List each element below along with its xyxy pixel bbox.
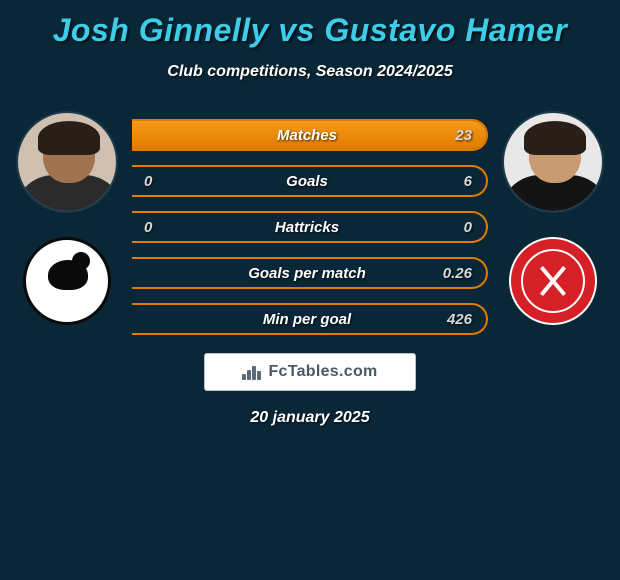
stat-label: Goals per match (196, 265, 418, 282)
player-left-club-badge (23, 237, 111, 325)
player-left-avatar (16, 111, 118, 213)
page-title: Josh Ginnelly vs Gustavo Hamer (0, 0, 620, 49)
player-right-avatar (502, 111, 604, 213)
stat-row: Matches23 (132, 119, 488, 151)
stat-label: Matches (196, 127, 418, 144)
stat-value-right: 426 (418, 311, 486, 328)
date-text: 20 january 2025 (0, 409, 620, 427)
stat-label: Hattricks (196, 219, 418, 236)
right-player-column (494, 111, 612, 325)
stat-value-right: 0.26 (418, 265, 486, 282)
stat-label: Min per goal (196, 311, 418, 328)
watermark-text: FcTables.com (268, 363, 377, 381)
stat-value-left: 0 (132, 173, 196, 190)
stat-row: Goals per match0.26 (132, 257, 488, 289)
left-player-column (8, 111, 126, 325)
stat-value-right: 6 (418, 173, 486, 190)
comparison-panel: Matches230Goals60Hattricks0Goals per mat… (0, 111, 620, 335)
stat-value-right: 0 (418, 219, 486, 236)
stat-row: Min per goal426 (132, 303, 488, 335)
stat-label: Goals (196, 173, 418, 190)
stat-row: 0Goals6 (132, 165, 488, 197)
watermark-badge: FcTables.com (204, 353, 416, 391)
player-right-club-badge (509, 237, 597, 325)
stat-value-right: 23 (418, 127, 486, 144)
stats-column: Matches230Goals60Hattricks0Goals per mat… (126, 111, 494, 335)
bar-chart-icon (242, 364, 262, 380)
subtitle: Club competitions, Season 2024/2025 (0, 63, 620, 81)
stat-row: 0Hattricks0 (132, 211, 488, 243)
stat-value-left: 0 (132, 219, 196, 236)
